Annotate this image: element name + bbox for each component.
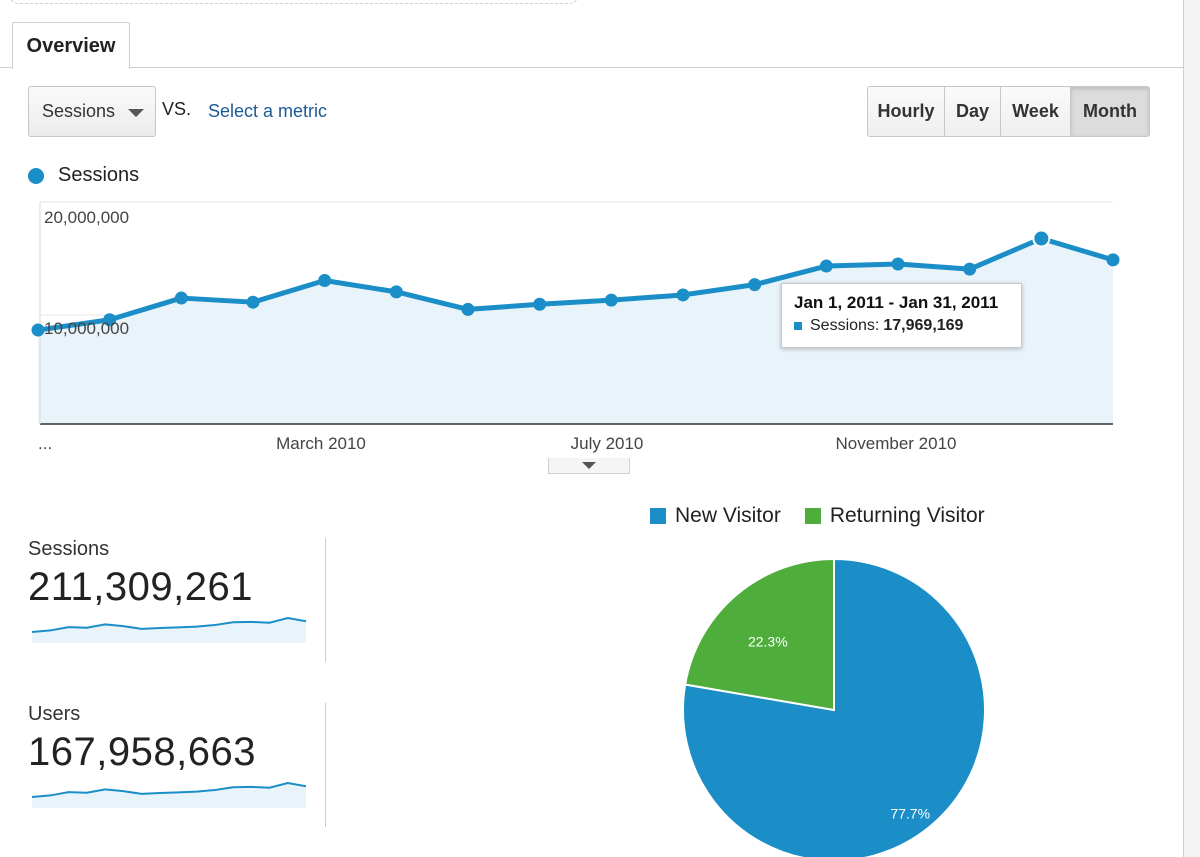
data-point [891, 257, 905, 271]
y-tick-label: 20,000,000 [44, 208, 129, 227]
x-tick-label: March 2010 [276, 434, 366, 453]
chart-tooltip: Jan 1, 2011 - Jan 31, 2011 Sessions: 17,… [781, 283, 1022, 348]
right-scrollbar[interactable] [1183, 0, 1200, 857]
sparkline-line [31, 616, 307, 633]
sparkline-area [32, 783, 306, 808]
sparkline-line [31, 781, 307, 798]
chart-legend: Sessions [28, 164, 139, 187]
tab-baseline [0, 67, 1183, 68]
chevron-down-icon [128, 109, 144, 117]
data-point [533, 297, 547, 311]
users-sparkline [31, 781, 307, 808]
metric-dropdown[interactable]: Sessions [28, 86, 156, 137]
new-visitor-label: New Visitor [675, 504, 781, 527]
data-point [103, 313, 117, 327]
kpi-label: Users [28, 703, 81, 725]
data-point [963, 262, 977, 276]
vs-label: VS. [162, 99, 192, 119]
data-point [461, 302, 475, 316]
sparkline-area [32, 618, 306, 643]
pie-legend: New Visitor Returning Visitor [650, 504, 1009, 528]
legend-item-returning-visitor: Returning Visitor [804, 504, 985, 528]
tooltip-metric: Sessions: [810, 317, 880, 334]
kpi-value: 167,958,663 [28, 730, 256, 774]
day-button[interactable]: Day [945, 87, 1001, 136]
week-button[interactable]: Week [1001, 87, 1071, 136]
data-point [1106, 253, 1120, 267]
tooltip-row: Sessions: 17,969,169 [794, 317, 1009, 335]
kpi-divider [325, 703, 326, 827]
metric-dropdown-value: Sessions [42, 101, 116, 121]
hourly-button[interactable]: Hourly [868, 87, 945, 136]
data-point [318, 274, 332, 288]
sessions-line [37, 236, 1114, 333]
data-point [174, 291, 188, 305]
returning-visitor-slice [684, 557, 835, 712]
returning-visitor-swatch [804, 508, 821, 524]
y-tick-label: 10,000,000 [44, 319, 129, 338]
data-point [676, 288, 690, 302]
kpi-divider [325, 538, 326, 662]
data-point [748, 278, 762, 292]
select-metric-link[interactable]: Select a metric [208, 101, 328, 121]
data-point [31, 323, 45, 337]
data-point [1032, 229, 1051, 248]
x-tick-label: November 2010 [836, 434, 957, 453]
new-visitor-percent: 77.7% [890, 805, 930, 821]
x-tick-label: July 2010 [571, 434, 644, 453]
returning-visitor-percent: 22.3% [748, 634, 788, 650]
returning-visitor-label: Returning Visitor [829, 504, 985, 527]
data-point [389, 285, 403, 299]
x-tick-label: ... [38, 434, 52, 453]
tooltip-value: 17,969,169 [883, 317, 964, 334]
collapse-chart-toggle[interactable] [548, 458, 630, 474]
data-point [819, 259, 833, 273]
caret-down-icon [582, 462, 596, 469]
visitor-pie-chart: 77.7% 22.3% [682, 557, 986, 857]
tooltip-swatch [794, 322, 802, 330]
kpi-users: Users 167,958,663 [28, 703, 328, 775]
sessions-legend-dot [28, 167, 44, 184]
sessions-sparkline [31, 616, 307, 643]
top-panel-outline [10, 0, 578, 4]
kpi-sessions: Sessions 211,309,261 [28, 538, 328, 610]
sessions-legend-label: Sessions [58, 164, 140, 186]
data-point [246, 295, 260, 309]
tab-overview[interactable]: Overview [12, 22, 130, 69]
legend-item-new-visitor: New Visitor [650, 504, 781, 528]
tooltip-title: Jan 1, 2011 - Jan 31, 2011 [794, 293, 999, 312]
data-point [604, 293, 618, 307]
kpi-value: 211,309,261 [28, 565, 253, 609]
new-visitor-swatch [650, 508, 666, 524]
kpi-label: Sessions [28, 538, 110, 560]
granularity-toggle: Hourly Day Week Month [867, 86, 1150, 137]
month-button[interactable]: Month [1071, 87, 1149, 136]
